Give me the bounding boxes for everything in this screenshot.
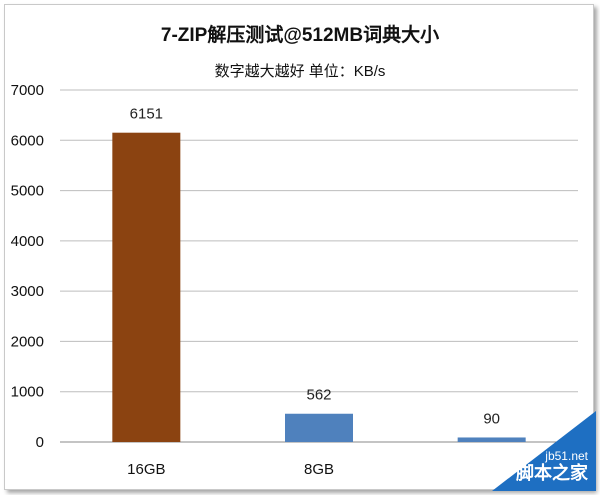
y-axis-ticks: 0 1000 2000 3000 4000 5000 6000 7000	[11, 82, 44, 451]
chart-subtitle: 数字越大越好 单位：KB/s	[214, 63, 386, 80]
bar	[285, 413, 353, 442]
watermark-triangle	[492, 411, 596, 491]
y-tick-label: 5000	[11, 183, 44, 200]
bar	[112, 132, 181, 442]
site-watermark: jb51.net 脚本之家	[492, 411, 596, 491]
data-label: 6151	[130, 106, 163, 123]
chart-title: 7-ZIP解压测试@512MB词典大小	[160, 25, 440, 46]
watermark-url: jb51.net	[545, 449, 588, 463]
chart-frame	[4, 4, 594, 490]
y-tick-label: 7000	[11, 82, 44, 99]
y-tick-label: 1000	[11, 384, 44, 401]
watermark-name: 脚本之家	[516, 463, 588, 483]
x-tick-label: 8GB	[304, 461, 334, 478]
y-tick-label: 4000	[11, 233, 44, 250]
y-tick-label: 6000	[11, 132, 44, 149]
y-tick-label: 0	[36, 434, 44, 451]
x-axis-ticks: 16GB 8GB	[127, 461, 334, 478]
y-tick-label: 3000	[11, 283, 44, 300]
data-label: 562	[306, 387, 331, 404]
x-tick-label: 16GB	[127, 461, 165, 478]
bars	[112, 132, 526, 442]
bar	[457, 437, 526, 442]
y-tick-label: 2000	[11, 333, 44, 350]
